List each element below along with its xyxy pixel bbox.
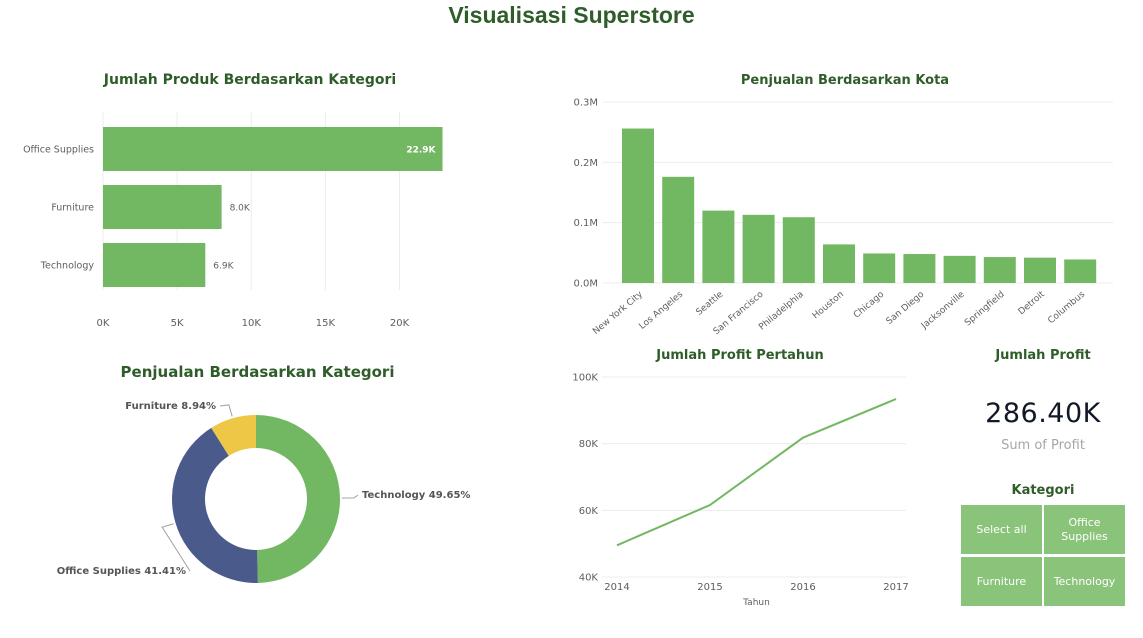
city-label: Seattle [694,289,725,317]
x-axis-title: Tahun [742,598,770,608]
category-label: Office Supplies [23,145,94,156]
slice-label: Office Supplies 41.41% [57,566,186,577]
bar [622,128,654,283]
bar [103,185,222,229]
x-tick-label: 2017 [883,582,908,593]
profit-card-title: Jumlah Profit [995,348,1091,363]
data-label: 6.9K [213,262,234,272]
bar [103,243,206,287]
y-tick-label: 40K [579,573,599,584]
slicer-option-technology[interactable]: Technology [1044,557,1125,606]
y-tick-label: 60K [579,506,599,517]
x-tick-label: 0K [97,318,110,329]
city-label: Houston [811,290,846,322]
bar [782,217,815,283]
profit-card-label: Sum of Profit [1001,438,1085,453]
bar [1064,259,1097,283]
donut-slice [171,427,258,583]
bar [742,214,775,283]
bar [863,253,896,283]
x-tick-label: 2014 [604,582,629,593]
city-label: Chicago [852,289,887,320]
category-slicer: Select all Office Supplies Furniture Tec… [961,505,1127,606]
profit-line [616,398,897,547]
city-label: Springfield [963,290,1007,329]
slicer-option-office-supplies[interactable]: Office Supplies [1044,505,1125,554]
bar [903,254,936,283]
bar [823,244,855,283]
category-label: Technology [40,261,95,272]
y-tick-label: 0.2M [573,158,598,169]
sales-by-category-donut[interactable]: Technology 49.65% Office Supplies 41.41% F… [0,390,520,620]
products-by-category-chart[interactable]: 0K 5K 10K 15K 20K Office Supplies 22.9K Furnitu… [0,100,480,335]
bar [983,257,1016,283]
data-label: 8.0K [230,204,251,214]
profit-chart-title: Jumlah Profit Pertahun [656,348,824,363]
slice-label: Technology 49.65% [362,490,470,501]
category-label: Furniture [51,203,94,214]
city-label: Philadelphia [757,290,805,333]
bar [943,255,976,283]
donut-slice [256,415,341,583]
x-tick-label: 20K [390,318,410,329]
slice-label: Furniture 8.94% [125,401,216,412]
slicer-option-furniture[interactable]: Furniture [961,557,1042,606]
x-tick-label: 2015 [697,582,722,593]
city-chart-title: Penjualan Berdasarkan Kota [740,73,950,88]
bar [702,210,735,283]
leader-line [219,404,233,417]
slicer-title: Kategori [1011,483,1075,498]
city-label: San Diego [885,289,927,327]
city-label: Detroit [1017,289,1048,317]
x-tick-label: 5K [171,318,184,329]
bar [103,127,443,171]
donut-slice [211,415,256,456]
city-label: New York City [591,289,645,337]
data-label: 22.9K [406,146,436,156]
bar [1024,257,1056,283]
profit-per-year-chart[interactable]: 40K 60K 80K 100K 2014 2015 2016 2017 Tahun [560,365,920,615]
leader-line [341,494,359,499]
y-tick-label: 0.3M [573,98,598,109]
x-tick-label: 2016 [790,582,815,593]
donut-chart-title: Penjualan Berdasarkan Kategori [120,363,395,381]
leader-line [161,523,191,572]
city-label: Los Angeles [638,289,686,331]
y-tick-label: 0.1M [573,218,598,229]
y-tick-label: 0.0M [573,279,598,290]
x-tick-label: 15K [316,318,336,329]
profit-card-value: 286.40K [985,398,1101,429]
page-title: Visualisasi Superstore [448,2,695,28]
y-tick-label: 100K [572,373,598,384]
city-label: Jacksonville [919,289,967,331]
city-label: Columbus [1046,289,1087,326]
bar [662,176,695,283]
y-tick-label: 80K [579,439,599,450]
slicer-option-select-all[interactable]: Select all [961,505,1042,554]
x-tick-label: 10K [242,318,262,329]
products-chart-title: Jumlah Produk Berdasarkan Kategori [103,72,397,88]
